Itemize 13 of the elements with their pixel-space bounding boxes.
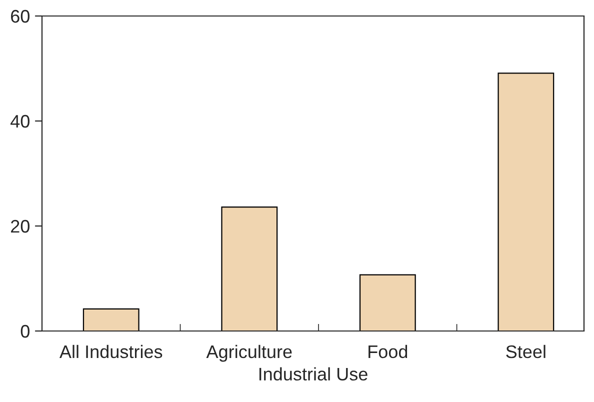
y-tick-label: 20 [11,220,30,233]
bar [359,274,416,331]
x-tick-label: All Industries [59,344,162,358]
x-tick-label: Agriculture [206,344,292,362]
x-tick-label: Food [368,344,408,358]
y-tick-label: 40 [10,114,30,128]
y-tick-label: 0 [20,324,30,338]
bar [82,308,140,331]
x-tick-label: Steel [506,344,546,358]
bar [221,206,278,331]
bar [498,72,554,331]
y-tick-label: 60 [11,10,30,23]
x-axis-title: Industrial Use [259,367,368,381]
